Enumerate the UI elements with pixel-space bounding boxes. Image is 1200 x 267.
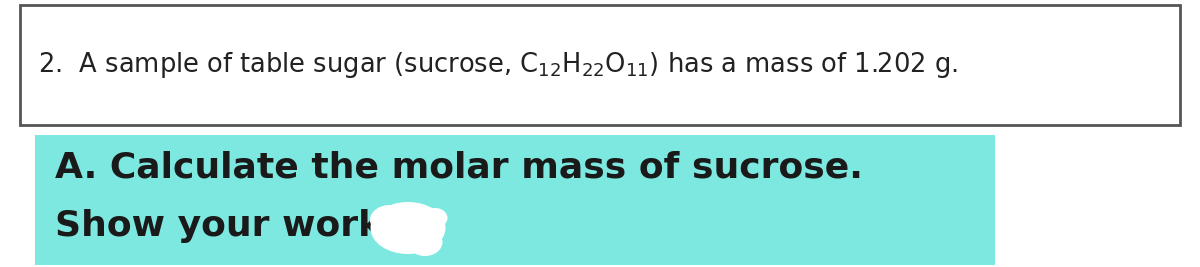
Ellipse shape (408, 228, 443, 256)
Ellipse shape (370, 205, 410, 235)
Ellipse shape (422, 208, 448, 228)
Text: 2.  A sample of table sugar (sucrose, $\mathregular{C_{12}H_{22}O_{11}}$) has a : 2. A sample of table sugar (sucrose, $\m… (38, 50, 958, 80)
FancyBboxPatch shape (35, 135, 995, 265)
Text: A. Calculate the molar mass of sucrose.: A. Calculate the molar mass of sucrose. (55, 151, 863, 184)
Ellipse shape (371, 202, 445, 254)
FancyBboxPatch shape (20, 5, 1180, 125)
Text: Show your work.: Show your work. (55, 209, 396, 243)
